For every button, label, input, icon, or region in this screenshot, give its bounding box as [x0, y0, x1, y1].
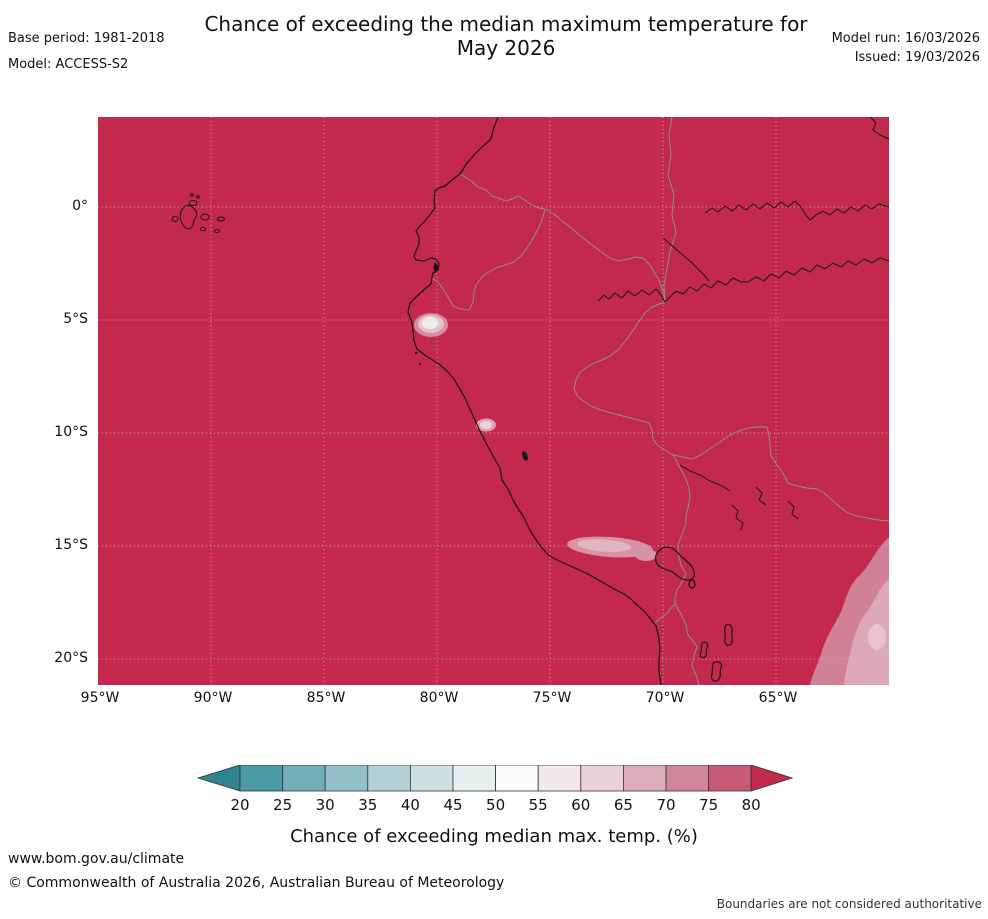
x-axis-label: 85°W [306, 690, 346, 706]
map-fill [98, 117, 889, 685]
legend-tick-label: 35 [358, 796, 377, 814]
legend-tick-label: 40 [401, 796, 420, 814]
legend-caption: Chance of exceeding median max. temp. (%… [290, 826, 698, 847]
page-title-line2: May 2026 [456, 36, 556, 60]
coastline [407, 116, 662, 686]
legend-tick-label: 55 [529, 796, 548, 814]
galapagos-islands [171, 193, 225, 233]
x-axis-label: 65°W [758, 690, 798, 706]
legend-segment [537, 764, 582, 792]
footer-copyright: © Commonwealth of Australia 2026, Austra… [8, 875, 505, 891]
x-axis-label: 90°W [193, 690, 233, 706]
y-axis-label: 0° [72, 198, 88, 214]
legend-tick-label: 70 [656, 796, 675, 814]
legend-segment [282, 764, 326, 792]
rivers [597, 116, 890, 531]
footer-disclaimer: Boundaries are not considered authoritat… [716, 897, 982, 911]
y-axis-labels: 0° 5°S 10°S 15°S 20°S [30, 117, 88, 685]
legend-tick-label: 50 [486, 796, 505, 814]
legend-segment [580, 764, 624, 792]
map-figure [98, 116, 890, 686]
legend-arrow-right [750, 764, 794, 792]
anomaly-patches [414, 313, 889, 685]
legend-tick-label: 75 [699, 796, 718, 814]
legend-segment [239, 764, 283, 792]
issued-text: Issued: 19/03/2026 [854, 50, 980, 65]
x-axis-labels: 95°W 90°W 85°W 80°W 75°W 70°W 65°W [81, 690, 889, 710]
page-title: Chance of exceeding the median maximum t… [12, 12, 988, 60]
legend-tick-label: 80 [742, 796, 761, 814]
legend-tick-label: 45 [443, 796, 462, 814]
lake-poopo [724, 623, 733, 646]
y-axis-label: 10°S [54, 424, 88, 440]
x-axis-label: 75°W [532, 690, 572, 706]
legend-segment [708, 764, 752, 792]
x-axis-label: 80°W [419, 690, 459, 706]
base-period-text: Base period: 1981-2018 [8, 31, 165, 46]
x-axis-label: 70°W [645, 690, 685, 706]
legend-segment [409, 764, 454, 792]
legend-tick-label: 20 [230, 796, 249, 814]
y-axis-label: 5°S [63, 311, 88, 327]
guayas-estuary [433, 262, 439, 273]
legend-segment [665, 764, 709, 792]
lake-junin [522, 451, 528, 461]
model-text: Model: ACCESS-S2 [8, 57, 129, 72]
gridlines [98, 117, 889, 685]
legend-segment [495, 764, 539, 792]
country-borders [431, 116, 890, 686]
page-title-line1: Chance of exceeding the median maximum t… [204, 12, 808, 36]
legend-arrow-left [196, 764, 241, 792]
legend-tick-label: 30 [316, 796, 335, 814]
y-axis-label: 15°S [54, 537, 88, 553]
legend-segment [367, 764, 411, 792]
lakes [522, 451, 733, 682]
legend-segment [452, 764, 496, 792]
legend-tick-label: 25 [273, 796, 292, 814]
footer-website: www.bom.gov.au/climate [8, 851, 185, 867]
map-svg [98, 116, 890, 686]
x-axis-label: 95°W [80, 690, 120, 706]
lake-titicaca [654, 546, 695, 581]
legend-segment [324, 764, 369, 792]
legend-segment [622, 764, 667, 792]
y-axis-label: 20°S [54, 650, 88, 666]
legend: 20 25 30 35 40 45 50 55 60 65 70 75 80 [196, 764, 794, 815]
legend-colorbar: 20 25 30 35 40 45 50 55 60 65 70 75 80 [196, 764, 794, 814]
legend-tick-label: 65 [614, 796, 633, 814]
model-run-text: Model run: 16/03/2026 [831, 31, 980, 46]
legend-tick-label: 60 [571, 796, 590, 814]
